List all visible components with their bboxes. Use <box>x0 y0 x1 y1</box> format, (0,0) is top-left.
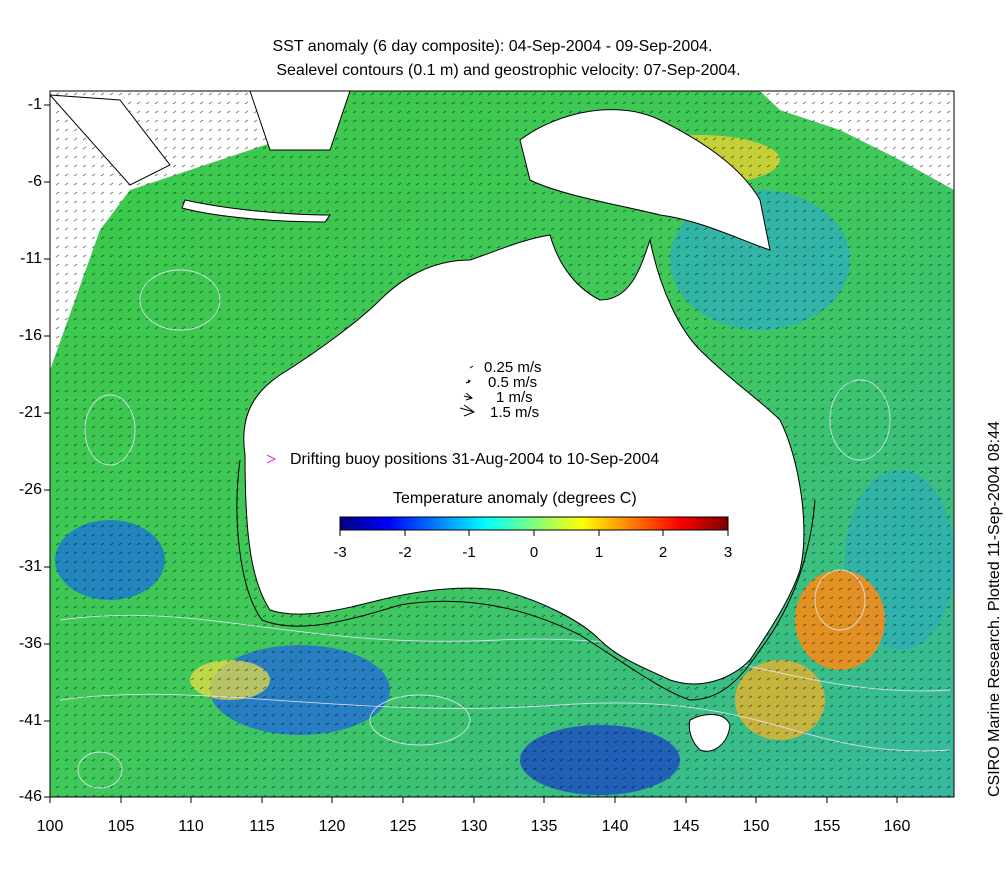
velocity-legend-label: 1 m/s <box>496 389 533 406</box>
y-tick-label: -36 <box>18 635 42 652</box>
x-tick-label: 130 <box>460 818 488 835</box>
x-tick-marks <box>49 797 898 803</box>
velocity-legend-arrows <box>459 365 476 417</box>
land-sumatra <box>50 94 171 186</box>
y-tick-label: -6 <box>27 173 42 190</box>
x-tick-label: 105 <box>107 818 135 835</box>
land-tasmania <box>688 714 731 752</box>
x-tick-label: 115 <box>249 818 275 835</box>
colorbar-tick-label: 2 <box>658 544 668 561</box>
chart-title: SST anomaly (6 day composite): 04-Sep-20… <box>272 38 713 55</box>
land-java <box>181 199 331 223</box>
y-tick-label: -11 <box>20 250 42 267</box>
y-tick-label: -16 <box>18 327 42 344</box>
y-tick-label: -31 <box>18 558 42 575</box>
chart-subtitle: Sealevel contours (0.1 m) and geostrophi… <box>276 62 741 79</box>
colorbar <box>339 516 729 531</box>
x-tick-label: 100 <box>36 818 64 835</box>
y-tick-label: -21 <box>18 404 42 421</box>
x-tick-label: 160 <box>883 818 911 835</box>
velocity-legend-label: 0.25 m/s <box>484 359 542 376</box>
colorbar-title: Temperature anomaly (degrees C) <box>393 490 637 507</box>
y-tick-label: -26 <box>18 481 42 498</box>
y-tick-marks <box>44 104 50 798</box>
x-tick-label: 150 <box>742 818 770 835</box>
land-borneo <box>249 91 351 151</box>
credit-text: CSIRO Marine Research. Plotted 11-Sep-20… <box>986 421 1003 797</box>
x-tick-label: 110 <box>178 818 204 835</box>
x-tick-label: 155 <box>813 818 841 835</box>
colorbar-tick-marks <box>339 530 729 536</box>
y-tick-label: -46 <box>18 788 42 805</box>
colorbar-tick-label: -2 <box>398 544 412 561</box>
x-tick-label: 120 <box>318 818 346 835</box>
velocity-legend-label: 1.5 m/s <box>490 404 540 421</box>
sealevel-contours <box>59 269 951 789</box>
x-tick-label: 140 <box>601 818 629 835</box>
colorbar-tick-label: 1 <box>594 544 604 561</box>
colorbar-tick-label: 3 <box>723 544 733 561</box>
land-new-guinea <box>519 109 771 251</box>
land-australia <box>243 234 805 685</box>
y-tick-label: -1 <box>27 96 42 113</box>
colorbar-tick-label: -1 <box>462 544 476 561</box>
x-tick-label: 125 <box>389 818 417 835</box>
buoy-marker-icon <box>266 454 277 464</box>
plot-frame <box>49 90 955 798</box>
x-tick-label: 135 <box>530 818 558 835</box>
shelf-contour <box>236 459 816 701</box>
velocity-legend-label: 0.5 m/s <box>488 374 538 391</box>
x-tick-label: 145 <box>672 818 700 835</box>
y-tick-label: -41 <box>18 712 42 729</box>
colorbar-tick-label: 0 <box>529 544 539 561</box>
buoy-legend-label: Drifting buoy positions 31-Aug-2004 to 1… <box>290 451 660 468</box>
colorbar-tick-label: -3 <box>333 544 347 561</box>
